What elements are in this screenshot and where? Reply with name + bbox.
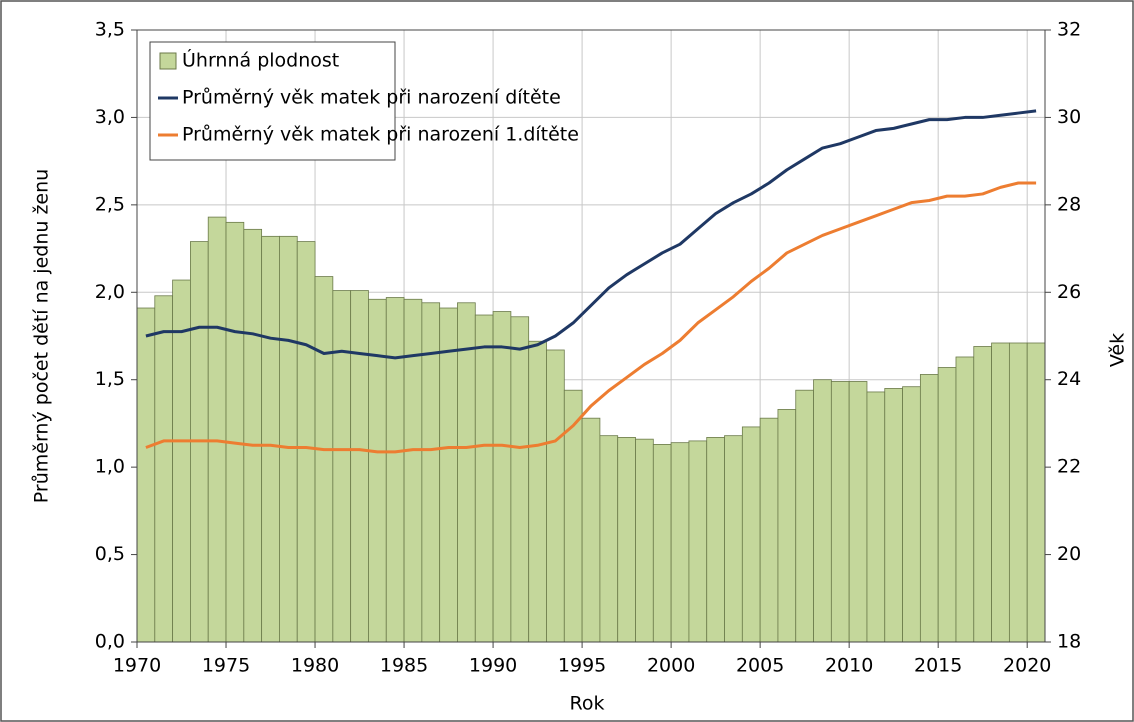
y-tick-label: 1,5: [95, 368, 125, 390]
bar: [617, 437, 636, 643]
x-tick-label: 1975: [202, 655, 250, 677]
bar: [172, 279, 191, 643]
bar: [848, 381, 868, 643]
x-tick-label: 1995: [558, 655, 606, 677]
bar: [314, 276, 334, 643]
y-tick-label: 2,5: [95, 193, 125, 215]
bar: [207, 216, 227, 643]
bar: [991, 342, 1010, 643]
bar: [332, 290, 352, 643]
bar: [599, 435, 619, 643]
y2-tick-label: 26: [1057, 281, 1081, 303]
x-tick-label: 1990: [469, 655, 517, 677]
bar: [528, 340, 547, 643]
bar: [243, 228, 263, 643]
line: [145, 109, 1037, 360]
bar: [225, 221, 245, 643]
bar: [279, 235, 298, 643]
line: [145, 181, 1037, 454]
bar: [546, 349, 565, 643]
lines: [145, 109, 1037, 454]
bar: [670, 442, 690, 643]
bar: [563, 389, 583, 643]
bar: [368, 298, 387, 643]
bar: [919, 374, 939, 643]
bar: [439, 307, 458, 643]
bar: [795, 389, 814, 643]
bar: [581, 417, 601, 643]
bar: [635, 438, 654, 643]
bar: [154, 295, 174, 643]
legend-swatch: [159, 52, 177, 70]
y2-tick-label: 24: [1057, 368, 1081, 390]
bar: [973, 346, 992, 643]
bar: [136, 307, 156, 643]
bar: [777, 409, 797, 643]
bar: [741, 426, 761, 643]
bar: [688, 440, 708, 643]
x-tick-label: 2000: [647, 655, 695, 677]
bar: [937, 367, 957, 643]
legend-label: Úhrnná plodnost: [182, 48, 339, 72]
bar: [296, 241, 316, 643]
y-tick-label: 2,0: [95, 281, 125, 303]
x-tick-label: 1970: [113, 655, 161, 677]
bar: [724, 435, 743, 643]
bar: [759, 417, 779, 643]
y-tick-label: 3,0: [95, 106, 125, 128]
bar: [350, 290, 369, 643]
legend-label: Průměrný věk matek při narození dítěte: [182, 87, 561, 109]
y-tick-label: 0,0: [95, 631, 125, 653]
plot-frame: [136, 29, 1046, 643]
y-axis-label: Průměrný počet dětí na jednu ženu: [31, 169, 53, 503]
y2-tick-label: 20: [1057, 543, 1081, 565]
bar: [403, 298, 423, 643]
y2-tick-label: 18: [1057, 631, 1081, 653]
bar: [474, 314, 494, 643]
bar: [830, 381, 850, 643]
y2-tick-label: 30: [1057, 106, 1081, 128]
x-tick-label: 1980: [291, 655, 339, 677]
x-tick-label: 2020: [1003, 655, 1051, 677]
x-tick-label: 2005: [736, 655, 784, 677]
y-tick-label: 1,0: [95, 456, 125, 478]
y2-axis-label: Věk: [1107, 333, 1129, 367]
bar: [492, 311, 512, 643]
bar: [955, 356, 975, 643]
bar: [652, 444, 672, 643]
x-tick-label: 2015: [914, 655, 962, 677]
bar: [1026, 342, 1046, 643]
bar: [866, 391, 886, 643]
bar: [510, 316, 530, 643]
legend-box: [149, 41, 396, 161]
bar: [385, 297, 405, 643]
x-tick-label: 1985: [380, 655, 428, 677]
bar: [902, 386, 921, 643]
x-axis-label: Rok: [570, 693, 605, 715]
bar: [884, 388, 903, 643]
y-tick-label: 3,5: [95, 19, 125, 41]
bars: [136, 216, 1046, 643]
y2-tick-label: 28: [1057, 193, 1081, 215]
bar: [813, 379, 832, 643]
y-tick-label: 0,5: [95, 543, 125, 565]
bar: [706, 437, 725, 643]
bar: [457, 302, 476, 643]
y2-tick-label: 32: [1057, 19, 1081, 41]
bar: [1008, 342, 1028, 643]
x-tick-label: 2010: [825, 655, 873, 677]
legend-label: Průměrný věk matek při narození 1.dítěte: [182, 124, 579, 146]
y2-tick-label: 22: [1057, 456, 1081, 478]
bar: [261, 235, 280, 643]
